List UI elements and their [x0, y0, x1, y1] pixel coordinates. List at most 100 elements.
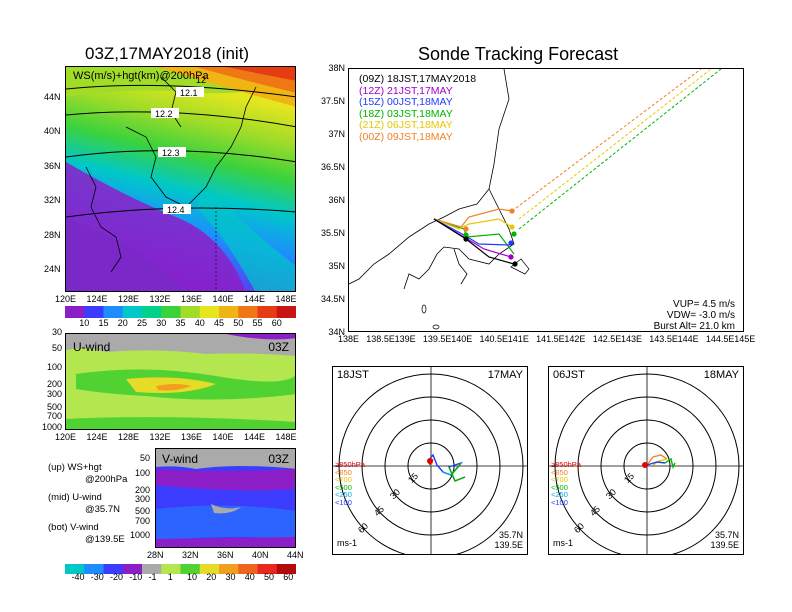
legend-zulu: (12Z) [359, 84, 385, 97]
ws-colorbar-label: 15 [98, 318, 109, 328]
wind-colorbar-swatch [65, 564, 85, 574]
track-lat-tick: 37.5N [320, 96, 345, 106]
wind-colorbar-swatch [84, 564, 104, 574]
track-lat-tick: 36N [328, 195, 345, 205]
wind-colorbar [65, 561, 297, 574]
ws-colorbar-label: 40 [194, 318, 205, 328]
track-lat-tick: 38N [328, 63, 345, 73]
hodo1-time: 18JST [337, 369, 369, 381]
wind-colorbar-label: 20 [206, 572, 217, 582]
legend-zulu: (18Z) [359, 107, 385, 120]
hodo1-date: 17MAY [487, 369, 523, 381]
ws-colorbar-swatch [219, 306, 239, 318]
contour-label-12-3: 12.3 [162, 148, 180, 158]
ws-lon-tick: 144E [244, 294, 266, 304]
legend-entry: (21Z) 06JST,18MAY [359, 119, 453, 131]
wind-colorbar-swatch [103, 564, 124, 574]
ws-lon-tick: 140E [212, 294, 234, 304]
ws-lon-tick: 132E [149, 294, 171, 304]
track-lon-tick: 140E [451, 334, 473, 344]
contour-label-12-1: 12.1 [180, 88, 198, 98]
vwind-p-tick: 50 [139, 453, 150, 463]
hodo2-level-label: <100 [551, 498, 568, 507]
map-field-label: WS(m/s)+hgt(km)@200hPa [73, 70, 209, 82]
uwind-lon-tick: 144E [244, 432, 266, 442]
hodo1-level-label: <500 [335, 482, 352, 492]
ws-colorbar-swatch [84, 306, 104, 318]
vwind-time: 03Z [268, 452, 289, 466]
uwind-label: U-wind [73, 340, 111, 354]
hodo1-level-label: <850 [335, 467, 352, 477]
hodo1-level-label: <250 [335, 490, 352, 500]
track-lon-tick: 143.5E [649, 334, 678, 344]
vwind-p-tick: 700 [134, 516, 150, 526]
hodo1-level-label: <700 [335, 475, 352, 485]
hodo2-level-label: <850 [551, 467, 568, 477]
wind-colorbar-label: 1 [167, 572, 173, 582]
ws-colorbar-swatch [142, 306, 162, 318]
left-title: 03Z,17MAY2018 (init) [85, 44, 250, 63]
uwind-lon-tick: 120E [55, 432, 77, 442]
hodo1-level-label: <100 [335, 498, 352, 507]
ws-colorbar-svg [65, 306, 297, 318]
right-title: Sonde Tracking Forecast [418, 44, 619, 64]
wind-colorbar-swatch [199, 564, 220, 574]
vwind-lat-tick: 32N [182, 550, 199, 560]
vwind-p-tick: 300 [134, 494, 150, 504]
ws-lat-tick: 44N [44, 92, 61, 102]
track-map: (09Z) 18JST,17MAY2018 (12Z) 21JST,17MAY (1… [348, 68, 744, 332]
track-map-svg [349, 69, 722, 330]
wind-colorbar-svg [65, 564, 297, 574]
legend-entry: (00Z) 09JST,18MAY [359, 131, 453, 143]
vwind-p-tick: 1000 [129, 530, 150, 540]
uwind-p-tick: 1000 [41, 422, 62, 432]
note-up-b: @200hPa [85, 474, 128, 485]
uwind-lon-tick: 132E [149, 432, 171, 442]
vwind-p-tick: 100 [134, 468, 150, 478]
ws-colorbar-swatch [276, 306, 297, 318]
wind-colorbar-label: -1 [148, 572, 157, 582]
hodo1-unit: ms-1 [337, 538, 357, 548]
hodo2-level-label: <500 [551, 482, 568, 492]
wind-colorbar-swatch [257, 564, 278, 574]
legend-jst: 09JST,18MAY [387, 130, 453, 143]
vwind-lat-tick: 40N [252, 550, 269, 560]
uwind-p-tick: 500 [46, 402, 62, 412]
uwind-svg [66, 334, 295, 429]
vwind-lat-tick: 28N [147, 550, 164, 560]
track-lon-tick: 139E [394, 334, 416, 344]
vwind-svg [156, 449, 295, 547]
legend-zulu: (00Z) [359, 130, 385, 143]
uwind-time: 03Z [268, 340, 289, 354]
wind-colorbar-swatch [238, 564, 258, 574]
ws-lat-tick: 32N [44, 195, 61, 205]
note-bot-a: (bot) V-wind [48, 522, 99, 533]
ws-lon-tick: 148E [275, 294, 297, 304]
track-lon-tick: 139.5E [422, 334, 452, 344]
param-vdw: VDW= -3.0 m/s [666, 310, 735, 321]
track-lat-tick: 35.5N [320, 228, 345, 238]
uwind-p-tick: 300 [46, 389, 62, 399]
ws-colorbar-swatch [103, 306, 124, 318]
uwind-lon-tick: 124E [86, 432, 108, 442]
uwind-p-tick: 100 [46, 362, 62, 372]
wind-colorbar-label: -10 [129, 572, 143, 582]
wind-colorbar-label: 10 [187, 572, 198, 582]
ws-lat-tick: 36N [44, 161, 61, 171]
wind-colorbar-swatch [180, 564, 201, 574]
hodograph-1-svg [333, 367, 527, 554]
ws-colorbar-label: 50 [233, 318, 244, 328]
track-lon-tick: 140.5E [479, 334, 509, 344]
legend-jst: 21JST,17MAY [387, 84, 453, 97]
note-bot-b: @139.5E [85, 534, 125, 545]
ws-colorbar-swatch [122, 306, 143, 318]
ws-colorbar-label: 10 [79, 318, 90, 328]
ws-colorbar-swatch [180, 306, 201, 318]
legend-zulu: (21Z) [359, 119, 385, 131]
wind-colorbar-label: 40 [244, 572, 255, 582]
legend-entry: (09Z) 18JST,17MAY2018 [359, 73, 476, 85]
hodo1-lat: 35.7N [498, 530, 523, 540]
legend-jst: 00JST,18MAY [387, 96, 453, 108]
legend-entry: (18Z) 03JST,18MAY [359, 108, 453, 120]
param-burst: Burst Alt= 21.0 km [653, 321, 735, 332]
